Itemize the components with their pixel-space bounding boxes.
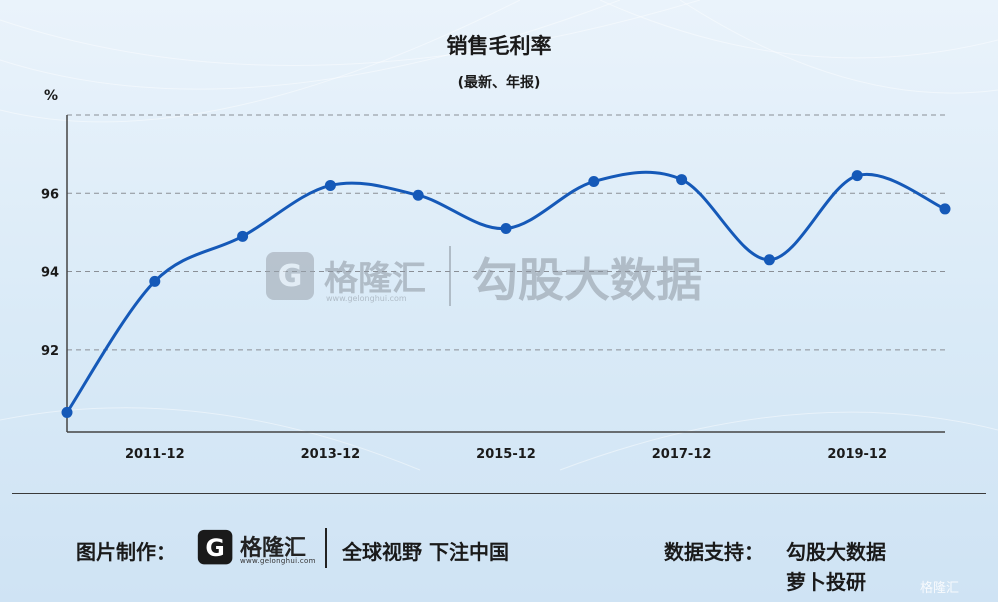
y-tick-label: 92: [41, 344, 59, 359]
grid-lines: [67, 114, 945, 351]
watermark-url: www.gelonghui.com: [326, 294, 407, 303]
y-tick-label: 94: [41, 266, 59, 281]
x-tick-label: 2013-12: [301, 447, 361, 462]
gelonghui-logo-icon: G: [197, 529, 233, 565]
data-point: [61, 406, 73, 418]
watermark: G 格隆汇 www.gelonghui.com 勾股大数据: [266, 246, 702, 307]
data-point: [412, 189, 424, 201]
x-tick-label: 2011-12: [125, 447, 185, 462]
y-axis-unit: %: [44, 88, 59, 104]
data-point: [763, 254, 775, 266]
chart-title: 销售毛利率: [446, 34, 552, 58]
made-by-label: 图片制作：: [76, 540, 176, 564]
watermark-brand: 格隆汇: [324, 259, 426, 299]
watermark-logo-icon: [266, 252, 314, 300]
x-tick-label: 2019-12: [827, 447, 887, 462]
axis-labels: 92 94 96 2011-12 2013-12 2015-12 2017-12 2019-1…: [41, 187, 887, 462]
footer-separator: [325, 528, 327, 568]
y-tick-label: 96: [41, 187, 59, 202]
data-point: [676, 174, 688, 186]
watermark-data-source: 勾股大数据: [472, 253, 702, 307]
data-point: [939, 203, 951, 215]
support-label: 数据支持：: [664, 540, 764, 564]
data-point: [588, 176, 600, 188]
data-point: [237, 230, 249, 242]
x-tick-label: 2017-12: [652, 447, 712, 462]
watermark-logo-letter: G: [278, 259, 303, 294]
chart-subtitle: (最新、年报): [457, 75, 541, 91]
footer-divider: [12, 493, 986, 494]
svg-text:G: G: [205, 534, 224, 562]
support-source-1: 勾股大数据: [786, 540, 886, 564]
series: [61, 170, 951, 418]
footer-logo-url: www.gelonghui.com: [240, 557, 316, 565]
corner-logo: 格隆汇: [920, 581, 960, 596]
footer-slogan: 全球视野 下注中国: [342, 540, 509, 564]
footer-logo-name: 格隆汇: [240, 536, 307, 561]
data-point: [149, 275, 161, 287]
x-tick-label: 2015-12: [476, 447, 536, 462]
data-point: [851, 170, 863, 182]
support-source-2: 萝卜投研: [786, 570, 866, 594]
data-point: [324, 179, 336, 191]
data-point: [500, 222, 512, 234]
